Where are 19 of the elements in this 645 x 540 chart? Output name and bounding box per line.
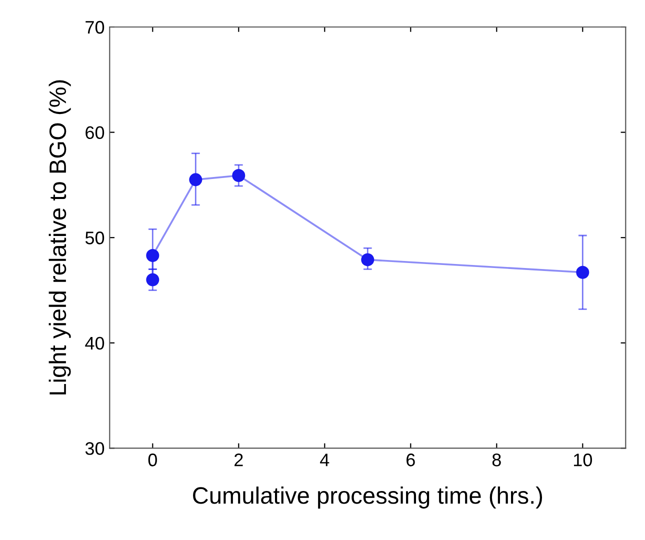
x-tick-label: 8	[492, 454, 501, 466]
x-tick-label: 0	[148, 454, 157, 466]
x-axis-title: Cumulative processing time (hrs.)	[193, 486, 542, 509]
point	[232, 168, 246, 182]
x-tick-label: 10	[574, 454, 592, 466]
y-tick-label: 40	[85, 336, 104, 350]
point	[361, 253, 374, 266]
y-tick-label: 30	[85, 442, 104, 455]
point	[146, 248, 160, 262]
y-tick-label: 60	[86, 126, 104, 140]
y-tick-label: 70	[86, 20, 104, 34]
x-tick-label: 2	[234, 454, 243, 466]
y-tick-label: 50	[85, 232, 104, 244]
y-axis-title: Light yield relative to BGO (%)	[48, 80, 71, 394]
point	[576, 266, 590, 279]
x-tick-label: 4	[320, 454, 330, 466]
point	[146, 273, 160, 286]
point	[189, 173, 202, 186]
x-tick-label: 6	[406, 454, 415, 466]
